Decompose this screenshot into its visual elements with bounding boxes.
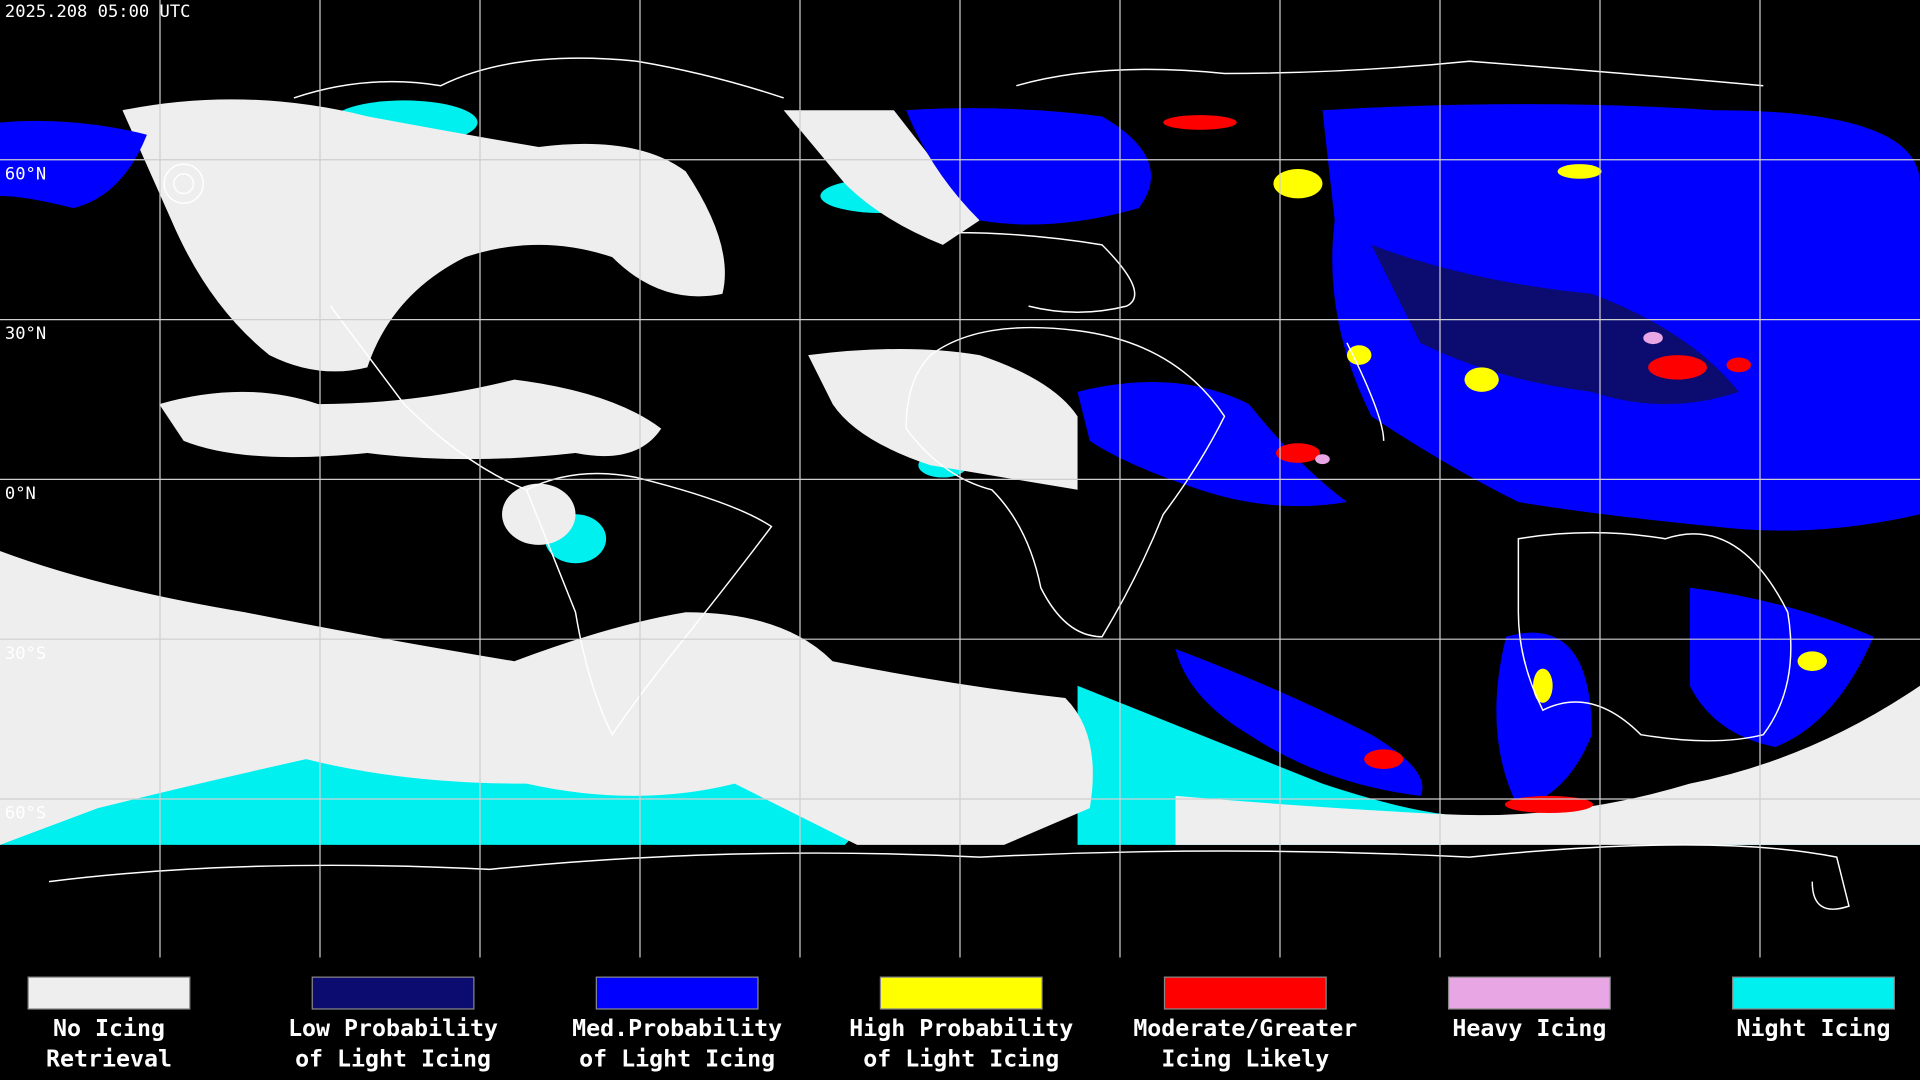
graticule — [0, 0, 1920, 958]
legend-swatch — [879, 976, 1043, 1010]
latitude-label: 60°S — [5, 804, 46, 824]
legend-label: of Light Icing — [863, 1046, 1059, 1073]
legend-swatch — [595, 976, 759, 1010]
legend-label: Med.Probability — [572, 1015, 782, 1042]
legend-swatch — [1163, 976, 1327, 1010]
legend-label: of Light Icing — [295, 1046, 491, 1073]
latitude-label: 0°N — [5, 484, 36, 504]
legend-label: Low Probability — [288, 1015, 498, 1042]
legend-label: Heavy Icing — [1452, 1015, 1606, 1042]
legend-label: Night Icing — [1736, 1015, 1890, 1042]
legend-label: Moderate/Greater — [1133, 1015, 1357, 1042]
legend: No Icing Retrieval Low Probability of Light… — [27, 976, 1895, 1073]
latitude-label: 30°S — [5, 644, 46, 664]
legend-swatch — [1732, 976, 1895, 1010]
latitude-label: 30°N — [5, 324, 46, 344]
icing-probability-areas — [0, 104, 1920, 814]
legend-label: of Light Icing — [579, 1046, 775, 1073]
legend-swatch — [1447, 976, 1611, 1010]
map — [0, 57, 1920, 910]
latitude-label: 60°N — [5, 164, 46, 184]
legend-label: Icing Likely — [1161, 1046, 1329, 1073]
legend-label: High Probability — [849, 1015, 1073, 1042]
latitude-labels: 60°N 30°N 0°N 30°S 60°S — [5, 164, 46, 823]
legend-label: Retrieval — [46, 1046, 172, 1073]
timestamp: 2025.208 05:00 UTC — [5, 2, 191, 22]
legend-swatch — [311, 976, 475, 1010]
legend-label: No Icing — [53, 1015, 165, 1042]
no-icing-areas — [0, 99, 1920, 845]
legend-swatch — [27, 976, 191, 1010]
